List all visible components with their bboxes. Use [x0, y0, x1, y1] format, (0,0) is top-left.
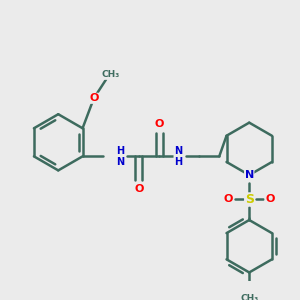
- Text: O: O: [155, 118, 164, 129]
- Text: S: S: [245, 193, 254, 206]
- Text: CH₃: CH₃: [102, 70, 120, 80]
- Text: N
H: N H: [174, 146, 182, 167]
- Text: O: O: [224, 194, 233, 204]
- Text: N: N: [244, 170, 254, 180]
- Text: O: O: [134, 184, 143, 194]
- Text: O: O: [265, 194, 274, 204]
- Text: H
N: H N: [116, 146, 124, 167]
- Text: O: O: [89, 93, 98, 103]
- Text: CH₃: CH₃: [240, 294, 258, 300]
